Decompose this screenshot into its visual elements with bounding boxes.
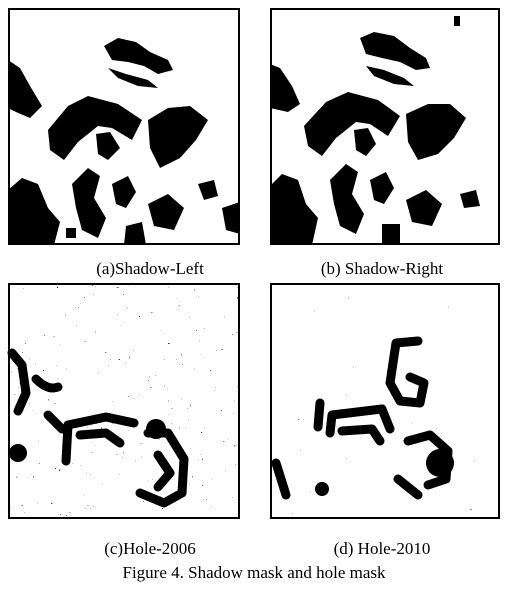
- figure: (a)Shadow-Left (b) Shadow-Right (c)Hole-…: [0, 0, 508, 594]
- panel-caption: (c)Hole-2006: [104, 539, 196, 558]
- panel-caption: (a)Shadow-Left: [96, 259, 204, 278]
- figure-caption: Figure 4. Shadow mask and hole mask: [123, 563, 386, 582]
- shadow-right-image: [270, 8, 500, 245]
- hole-2006-image: [8, 283, 240, 519]
- hole-2010-image: [270, 283, 500, 519]
- shadow-left-image: [8, 8, 240, 245]
- panel-caption: (d) Hole-2010: [334, 539, 431, 558]
- panel-caption: (b) Shadow-Right: [321, 259, 444, 278]
- page: (a)Shadow-Left (b) Shadow-Right (c)Hole-…: [0, 0, 508, 594]
